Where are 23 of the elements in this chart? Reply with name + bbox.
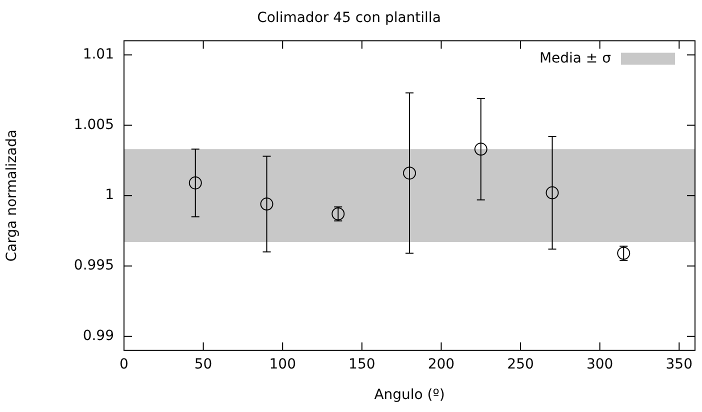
point (546, 186, 559, 200)
x-tick-label: 350 (666, 356, 693, 372)
legend-label: Media ± σ (539, 50, 612, 66)
y-tick-label: 1.005 (74, 116, 114, 133)
x-tick-label: 250 (507, 356, 534, 372)
y-axis-title: Carga normalizada (4, 130, 20, 262)
point (188, 176, 202, 190)
x-tick-label: 0 (120, 356, 128, 372)
point (260, 198, 274, 211)
point (474, 142, 488, 156)
y-tick-label: 1.01 (82, 46, 114, 63)
x-tick-label: 150 (348, 356, 376, 372)
x-tick-label: 50 (194, 356, 212, 372)
y-tick-label: 1 (105, 187, 114, 204)
point (403, 166, 416, 180)
x-tick-label: 300 (586, 356, 614, 372)
x-axis-title: Angulo (º) (374, 387, 445, 404)
chart-title: Colimador 45 con plantilla (257, 10, 441, 26)
y-tick-label: 0.995 (74, 258, 114, 274)
x-tick-label: 100 (269, 356, 296, 372)
point (617, 246, 630, 260)
y-tick-label: 0.99 (82, 328, 114, 344)
x-tick-label: 200 (428, 356, 455, 372)
